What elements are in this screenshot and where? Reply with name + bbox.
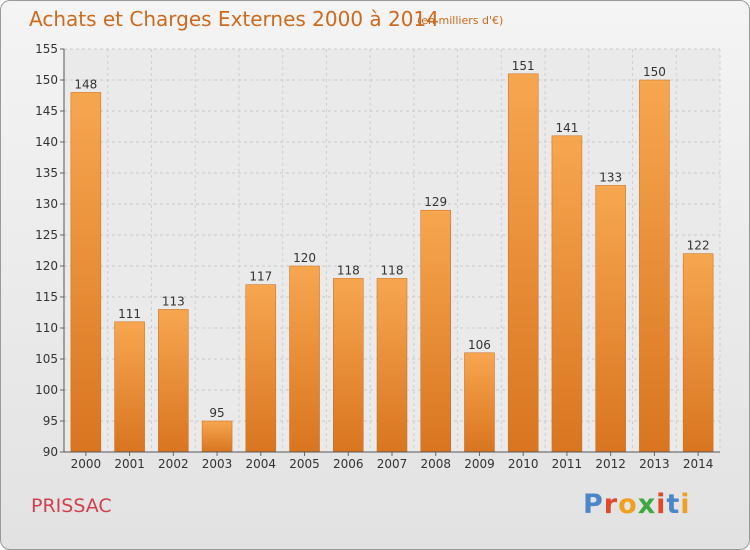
x-tick-label-2003: 2003	[202, 457, 233, 471]
y-tick-label: 145	[35, 104, 58, 118]
y-tick-label: 150	[35, 73, 58, 87]
bar-2005	[289, 265, 320, 453]
data-label-2012: 133	[599, 170, 622, 184]
y-tick-label: 125	[35, 228, 58, 242]
x-tick-label-2008: 2008	[420, 457, 451, 471]
logo-letter: x	[637, 489, 657, 520]
data-label-2007: 118	[381, 263, 404, 277]
data-labels: 148 111 113 95 117 120 118 118 129 106 151 141 133 15…	[74, 59, 709, 420]
bar-2001	[114, 321, 145, 453]
data-label-2013: 150	[643, 65, 666, 79]
x-tick-label-2012: 2012	[595, 457, 626, 471]
bar-2010	[507, 73, 539, 453]
bar-2011	[551, 135, 583, 453]
data-label-2002: 113	[162, 294, 185, 308]
data-label-2009: 106	[468, 338, 491, 352]
chart-subtitle: (en milliers d'€)	[417, 14, 504, 27]
logo-letter: t	[666, 489, 681, 520]
logo-letter: i	[680, 489, 691, 520]
bar-2000	[70, 92, 102, 453]
place-name: PRISSAC	[31, 495, 112, 517]
data-label-2005: 120	[293, 251, 316, 265]
x-tick-label-2001: 2001	[114, 457, 145, 471]
x-tick-label-2014: 2014	[683, 457, 714, 471]
y-tick-label: 105	[35, 352, 58, 366]
y-tick-label: 155	[35, 42, 58, 56]
y-tick-label: 90	[43, 445, 58, 459]
data-label-2011: 141	[555, 121, 578, 135]
data-label-2010: 151	[512, 59, 535, 73]
data-label-2006: 118	[337, 263, 360, 277]
bar-2012	[595, 185, 626, 453]
x-tick-label-2009: 2009	[464, 457, 495, 471]
x-tick-label-2010: 2010	[508, 457, 539, 471]
data-label-2000: 148	[74, 77, 97, 91]
chart-title: Achats et Charges Externes 2000 à 2014	[29, 7, 439, 31]
x-tick-label-2007: 2007	[377, 457, 408, 471]
y-tick-label: 110	[35, 321, 58, 335]
x-tick-label-2013: 2013	[639, 457, 670, 471]
x-tick-label-2000: 2000	[71, 457, 102, 471]
data-label-2003: 95	[209, 406, 224, 420]
bar-2014	[682, 253, 714, 453]
data-label-2014: 122	[687, 239, 710, 253]
y-tick-label: 120	[35, 259, 58, 273]
x-tick-label-2011: 2011	[552, 457, 583, 471]
y-tick-label: 95	[43, 414, 58, 428]
x-tick-label-2006: 2006	[333, 457, 364, 471]
bar-2008	[420, 209, 451, 453]
bar-2002	[158, 309, 189, 453]
bars	[70, 73, 714, 453]
bar-2007	[376, 278, 408, 453]
bar-2009	[464, 352, 495, 453]
data-label-2008: 129	[424, 195, 447, 209]
x-tick-label-2005: 2005	[289, 457, 320, 471]
y-tick-label: 115	[35, 290, 58, 304]
logo-letter: r	[603, 489, 619, 520]
logo-letter: i	[656, 489, 667, 520]
bar-2004	[245, 284, 277, 453]
bar-2006	[333, 278, 364, 453]
axes: 90 95 100 105 110 115 120 125 130 135 140 145 150 155…	[35, 42, 720, 471]
logo-letter: P	[583, 489, 604, 520]
data-label-2001: 111	[118, 307, 141, 321]
y-tick-label: 130	[35, 197, 58, 211]
y-tick-label: 135	[35, 166, 58, 180]
bar-2013	[639, 79, 670, 453]
y-tick-label: 100	[35, 383, 58, 397]
data-label-2004: 117	[249, 270, 272, 284]
logo-letter: o	[618, 489, 638, 520]
y-tick-label: 140	[35, 135, 58, 149]
bar-2003	[201, 420, 233, 453]
x-tick-label-2004: 2004	[246, 457, 277, 471]
x-tick-label-2002: 2002	[158, 457, 189, 471]
proxiti-logo: Proxiti	[583, 489, 691, 520]
